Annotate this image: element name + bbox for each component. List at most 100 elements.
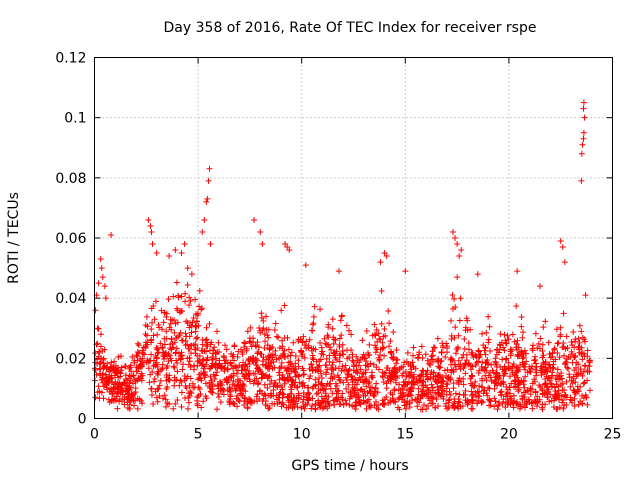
roti-point [312, 401, 319, 408]
roti-point [94, 356, 101, 363]
roti-point [118, 353, 125, 360]
roti-point [345, 389, 352, 396]
roti-point [189, 319, 196, 326]
roti-point [329, 390, 336, 397]
roti-point [266, 346, 273, 353]
roti-point [308, 345, 315, 352]
roti-point [322, 340, 329, 347]
roti-point [520, 389, 527, 396]
roti-point [167, 316, 174, 323]
roti-point [364, 389, 371, 396]
roti-point [449, 305, 456, 312]
roti-point [462, 360, 469, 367]
roti-point [404, 380, 411, 387]
roti-point [396, 394, 403, 401]
roti-point [542, 380, 549, 387]
roti-point [353, 381, 360, 388]
roti-point [301, 382, 308, 389]
roti-point [344, 370, 351, 377]
roti-point [335, 387, 342, 394]
roti-point [95, 353, 102, 360]
roti-point [439, 377, 446, 384]
roti-point [160, 349, 167, 356]
roti-point [430, 344, 437, 351]
roti-point [235, 348, 242, 355]
roti-point [576, 322, 583, 329]
roti-point [545, 386, 552, 393]
roti-point [448, 356, 455, 363]
roti-point [366, 403, 373, 410]
roti-point [501, 331, 508, 338]
roti-point [539, 387, 546, 394]
roti-point [338, 368, 345, 375]
roti-peak-point [456, 253, 463, 260]
roti-point [333, 356, 340, 363]
roti-point [346, 327, 353, 334]
roti-peak-point [99, 274, 106, 281]
roti-point [243, 347, 250, 354]
roti-point [231, 343, 238, 350]
roti-point [443, 372, 450, 379]
roti-point [356, 396, 363, 403]
roti-point [502, 337, 509, 344]
roti-point [262, 338, 269, 345]
roti-point [266, 381, 273, 388]
roti-point [116, 395, 123, 402]
roti-point [337, 377, 344, 384]
roti-point [299, 399, 306, 406]
roti-point [209, 356, 216, 363]
roti-point [309, 402, 316, 409]
x-tick-label: 10 [293, 427, 311, 443]
roti-point [510, 392, 517, 399]
roti-point [224, 366, 231, 373]
roti-point [310, 320, 317, 327]
roti-point [238, 367, 245, 374]
roti-point [518, 323, 525, 330]
roti-point [231, 382, 238, 389]
roti-point [362, 377, 369, 384]
roti-point [204, 354, 211, 361]
roti-point [468, 388, 475, 395]
roti-point [148, 351, 155, 358]
roti-point [198, 347, 205, 354]
roti-point [108, 387, 115, 394]
roti-point [456, 317, 463, 324]
roti-point [545, 374, 552, 381]
roti-point [467, 326, 474, 333]
roti-point [439, 340, 446, 347]
roti-point [345, 381, 352, 388]
roti-point [386, 343, 393, 350]
roti-point [233, 370, 240, 377]
roti-point [290, 401, 297, 408]
roti-point [312, 367, 319, 374]
roti-point [147, 371, 154, 378]
roti-point [281, 347, 288, 354]
roti-point [391, 386, 398, 393]
roti-point [325, 334, 332, 341]
roti-point [487, 369, 494, 376]
roti-point [168, 336, 175, 343]
roti-point [269, 344, 276, 351]
roti-point [217, 399, 224, 406]
roti-point [279, 337, 286, 344]
roti-point [519, 355, 526, 362]
roti-point [467, 375, 474, 382]
roti-point [296, 379, 303, 386]
roti-point [199, 336, 206, 343]
roti-point [394, 356, 401, 363]
roti-point [433, 378, 440, 385]
y-tick-label: 0 [78, 412, 87, 428]
roti-point [513, 303, 520, 310]
roti-point [492, 398, 499, 405]
roti-point [195, 384, 202, 391]
roti-point [325, 393, 332, 400]
roti-point [564, 355, 571, 362]
roti-point [498, 381, 505, 388]
roti-point [494, 382, 501, 389]
roti-point [268, 377, 275, 384]
roti-point [143, 313, 150, 320]
roti-point [178, 378, 185, 385]
roti-point [338, 332, 345, 339]
roti-point [521, 384, 528, 391]
roti-point [452, 324, 459, 331]
